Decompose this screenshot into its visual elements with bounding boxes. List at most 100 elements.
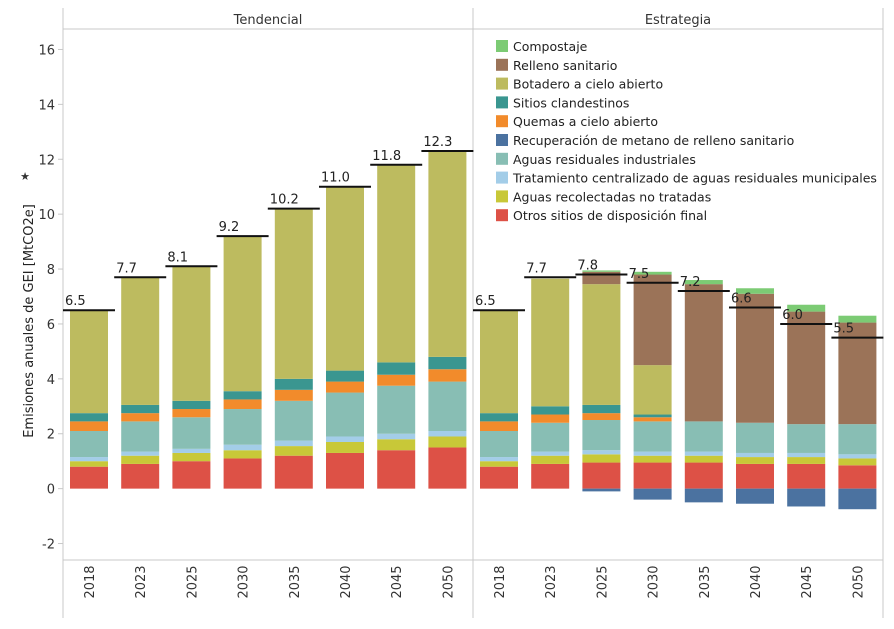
bar-segment-aguas_industriales — [736, 422, 774, 453]
total-value-label: 6.6 — [731, 291, 752, 306]
bar-segment-clandestinos — [223, 391, 262, 400]
legend-item[interactable]: Tratamiento centralizado de aguas residu… — [496, 171, 877, 186]
legend-item[interactable]: Relleno sanitario — [496, 58, 617, 73]
legend-swatch — [496, 171, 508, 184]
bar-segment-otros — [172, 461, 211, 489]
legend-item[interactable]: Recuperación de metano de relleno sanita… — [496, 133, 794, 148]
x-tick-label: 2040 — [749, 565, 764, 598]
legend-item[interactable]: Sitios clandestinos — [496, 95, 629, 110]
bar-segment-quemas — [531, 414, 570, 423]
bar-segment-aguas_industriales — [428, 381, 467, 431]
bar-segment-compostaje — [684, 280, 723, 285]
bar-segment-tratamiento_municipal — [121, 451, 160, 456]
bar-segment-aguas_no_tratadas — [428, 436, 467, 448]
bar-segment-quemas — [274, 389, 313, 401]
x-tick-label: 2025 — [185, 565, 200, 598]
bar-segment-tratamiento_municipal — [480, 457, 518, 462]
total-value-label: 10.2 — [270, 193, 299, 208]
bar-segment-otros — [531, 463, 570, 489]
bar-segment-otros — [326, 452, 364, 489]
legend-swatch — [496, 40, 508, 52]
bar-segment-quemas — [480, 421, 518, 431]
bar-segment-aguas_no_tratadas — [582, 454, 621, 463]
legend-item[interactable]: Otros sitios de disposición final — [496, 208, 707, 223]
bar-segment-otros — [428, 447, 467, 489]
bar-segment-otros — [684, 462, 723, 489]
bars — [70, 151, 877, 510]
bar-segment-aguas_industriales — [787, 424, 826, 453]
bar-segment-relleno — [838, 322, 877, 425]
total-value-label: 7.7 — [116, 261, 137, 276]
x-tick-label: 2018 — [83, 565, 98, 598]
bar-segment-recuperacion_metano — [787, 488, 826, 507]
legend-item[interactable]: Compostaje — [496, 39, 588, 54]
bar-segment-quemas — [428, 369, 467, 382]
legend-swatch — [496, 58, 508, 71]
bar-segment-quemas — [172, 409, 211, 418]
bar-segment-aguas_no_tratadas — [480, 461, 518, 467]
bar-segment-tratamiento_municipal — [377, 433, 416, 440]
bar-segment-clandestinos — [428, 356, 467, 370]
x-tick-label: 2030 — [237, 565, 252, 598]
bar-segment-aguas_no_tratadas — [838, 458, 877, 466]
bar-segment-botadero — [531, 278, 570, 407]
legend-item[interactable]: Aguas residuales industriales — [496, 152, 696, 167]
bar-segment-otros — [787, 463, 826, 489]
x-tick-label: 2023 — [134, 565, 149, 598]
y-tick-label: 14 — [38, 98, 55, 113]
bar-segment-clandestinos — [480, 413, 518, 422]
bar-segment-botadero — [428, 151, 467, 357]
legend-item[interactable]: Quemas a cielo abierto — [496, 114, 658, 129]
y-axis-label: Emisiones anuales de GEI [MtCO2e] — [22, 204, 37, 438]
bar-segment-tratamiento_municipal — [326, 436, 364, 442]
bar-segment-tratamiento_municipal — [223, 444, 262, 451]
total-value-label: 8.1 — [167, 250, 188, 265]
bar-segment-tratamiento_municipal — [633, 451, 672, 456]
bar-segment-relleno — [684, 284, 723, 422]
legend-label: Aguas recolectadas no tratadas — [513, 189, 711, 204]
x-tick-label: 2030 — [647, 565, 662, 598]
bar-segment-clandestinos — [274, 378, 313, 390]
bar-segment-botadero — [172, 266, 211, 401]
bar-segment-recuperacion_metano — [736, 488, 774, 504]
legend-label: Botadero a cielo abierto — [513, 77, 663, 92]
bar-segment-compostaje — [787, 304, 826, 312]
x-tick-label: 2045 — [800, 565, 815, 598]
bar-segment-aguas_no_tratadas — [787, 457, 826, 464]
bar-segment-botadero — [121, 277, 160, 405]
x-tick-label: 2035 — [698, 565, 713, 598]
bar-segment-relleno — [633, 274, 672, 366]
legend-item[interactable]: Botadero a cielo abierto — [496, 77, 663, 92]
bar-segment-aguas_industriales — [121, 421, 160, 452]
total-value-label: 6.0 — [782, 308, 803, 323]
bar-segment-aguas_industriales — [172, 417, 211, 449]
bar-segment-tratamiento_municipal — [838, 454, 877, 459]
total-value-label: 11.0 — [321, 171, 350, 186]
bar-segment-recuperacion_metano — [633, 488, 672, 500]
bar-segment-aguas_industriales — [326, 392, 364, 437]
bar-segment-clandestinos — [121, 404, 160, 414]
y-tick-label: 6 — [47, 318, 55, 333]
bar-segment-recuperacion_metano — [582, 488, 621, 492]
legend-item[interactable]: Aguas recolectadas no tratadas — [496, 189, 711, 204]
pin-icon[interactable]: ★ — [20, 170, 30, 183]
bar-segment-tratamiento_municipal — [274, 440, 313, 447]
bar-segment-botadero — [274, 208, 313, 379]
panel-title: Tendencial — [233, 13, 303, 28]
bar-segment-aguas_industriales — [684, 421, 723, 452]
bar-segment-aguas_no_tratadas — [70, 461, 108, 467]
bar-segment-recuperacion_metano — [684, 488, 723, 503]
legend-label: Compostaje — [513, 39, 588, 54]
legend-swatch — [496, 190, 508, 203]
legend-label: Otros sitios de disposición final — [513, 208, 707, 223]
total-value-label: 11.8 — [372, 149, 401, 164]
bar-segment-quemas — [121, 413, 160, 422]
bar-segment-aguas_no_tratadas — [121, 455, 160, 464]
bar-segment-tratamiento_municipal — [684, 451, 723, 456]
bar-segment-tratamiento_municipal — [736, 452, 774, 458]
legend-label: Tratamiento centralizado de aguas residu… — [512, 171, 877, 186]
bar-segment-otros — [582, 462, 621, 489]
bar-segment-aguas_no_tratadas — [633, 455, 672, 463]
bar-segment-otros — [838, 465, 877, 489]
y-tick-label: 12 — [38, 153, 55, 168]
